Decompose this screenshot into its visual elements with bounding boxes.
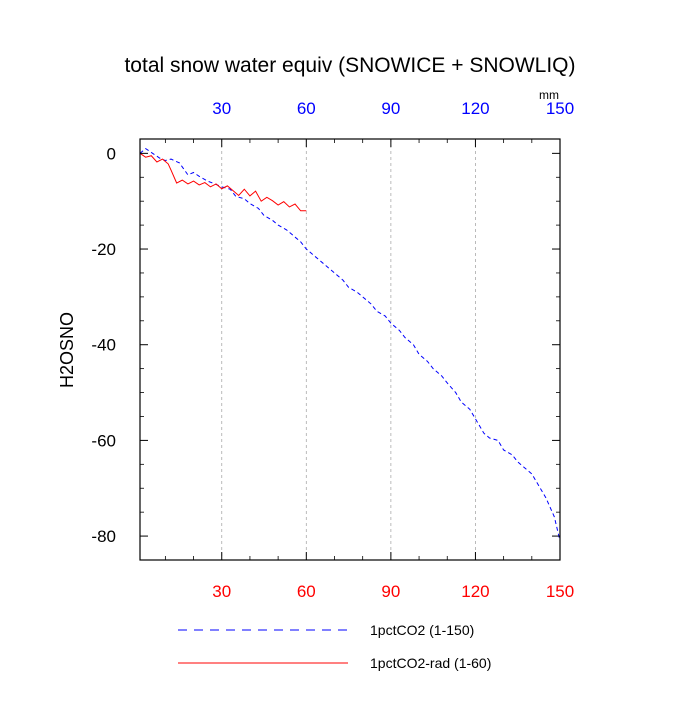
x-tick-label-bottom: 90 [381,582,400,601]
x-tick-label-bottom: 150 [546,582,574,601]
y-tick-label: -80 [91,527,116,546]
x-tick-label-top: 120 [461,99,489,118]
tick-layer: 30 30 60 60 90 90 120 120 150 150 0 -20 -40 -60 -80 [91,99,574,601]
grid-layer [221,139,476,560]
x-tick-label-bottom: 60 [297,582,316,601]
series-layer [139,147,561,541]
y-axis-label: H2OSNO [57,312,77,388]
x-tick-label-top: 150 [546,99,574,118]
chart-title: total snow water equiv (SNOWICE + SNOWLI… [124,54,575,77]
x-tick-label-top: 60 [297,99,316,118]
legend-label-1: 1pctCO2 (1-150) [370,622,474,638]
y-tick-label: -60 [91,431,116,450]
y-tick-label: 0 [107,144,116,163]
x-tick-label-bottom: 120 [461,582,489,601]
x-tick-label-top: 30 [212,99,231,118]
y-tick-label: -40 [91,336,116,355]
y-tick-label: -20 [91,240,116,259]
legend-label-2: 1pctCO2-rad (1-60) [370,655,491,671]
units-label: mm [539,88,559,102]
legend: 1pctCO2 (1-150) 1pctCO2-rad (1-60) [178,622,491,671]
series-line-1 [139,147,561,541]
x-tick-label-bottom: 30 [212,582,231,601]
series-line-2 [139,152,307,212]
x-tick-label-top: 90 [381,99,400,118]
plot-frame [139,138,561,561]
